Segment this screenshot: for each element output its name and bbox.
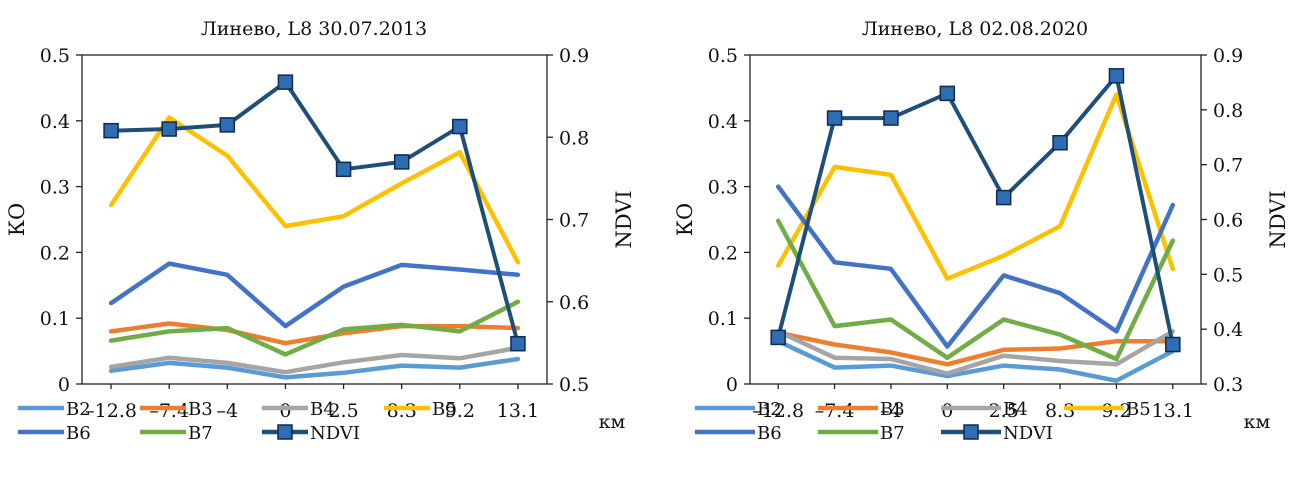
- series-marker-ndvi: [277, 74, 294, 90]
- series-marker-ndvi: [939, 85, 956, 102]
- legend-label-b3: B3: [880, 399, 905, 420]
- x-unit-label: км: [1244, 411, 1271, 433]
- x-tick-label: –7.4: [149, 400, 189, 422]
- y-tick-label: 0.5: [40, 45, 70, 67]
- y2-tick-label: 0.4: [1213, 319, 1243, 341]
- series-line-ndvi: [109, 80, 520, 346]
- y2-tick-label: 0.3: [1213, 374, 1243, 396]
- legend-label-b2: B2: [66, 399, 91, 420]
- chart-panel-2013: Линево, L8 30.07.2013 0 0.1 0.2 0.3 0.4 0.5 0.5…: [5, 18, 636, 444]
- series-marker-ndvi: [510, 335, 526, 352]
- x-tick-label: 13.1: [497, 400, 539, 422]
- series-line-b4: [775, 329, 1176, 376]
- series-marker-ndvi: [1052, 134, 1068, 151]
- y-tick-label: 0.1: [40, 308, 70, 330]
- series-line-b3: [775, 330, 1176, 367]
- legend-label-ndvi: NDVI: [310, 423, 360, 444]
- y2-axis-label: NDVI: [1266, 190, 1290, 248]
- y2-tick-label: 0.5: [1213, 264, 1243, 286]
- series-line-b4: [108, 345, 521, 375]
- series-marker-ndvi: [452, 118, 468, 135]
- x-tick-label: –4: [217, 400, 239, 422]
- y-tick-label: 0.4: [40, 111, 70, 133]
- legend-label-b6: B6: [757, 423, 782, 444]
- legend-label-b5: B5: [1126, 399, 1151, 420]
- series-marker-ndvi: [219, 117, 236, 133]
- series-marker-ndvi: [103, 122, 119, 139]
- x-tick-label: 13.1: [1152, 400, 1194, 422]
- legend-label-b7: B7: [188, 423, 213, 444]
- plot-frame: [749, 54, 1202, 385]
- series-marker-ndvi: [770, 329, 786, 346]
- legend-marker-ndvi: [963, 424, 979, 440]
- series-line-b5: [775, 92, 1176, 281]
- x-tick-label: 9.2: [1101, 400, 1131, 422]
- series-line-b7: [108, 299, 521, 357]
- series-marker-ndvi: [161, 121, 177, 137]
- y-tick-label: 0.2: [708, 242, 738, 264]
- legend-label-b7: B7: [880, 423, 905, 444]
- x-tick-label: 0: [279, 400, 291, 422]
- legend-label-b4: B4: [310, 399, 335, 420]
- series-marker-ndvi: [393, 154, 410, 170]
- y2-tick-label: 0.6: [1213, 210, 1243, 232]
- series-line-b3: [108, 321, 521, 346]
- y2-tick-label: 0.6: [559, 292, 589, 314]
- series-marker-ndvi: [335, 161, 352, 178]
- series-line-b5: [108, 115, 521, 265]
- y-tick-label: 0.2: [40, 242, 70, 264]
- chart-title: Линево, L8 30.07.2013: [201, 18, 427, 40]
- y-tick-label: 0.3: [708, 177, 738, 199]
- y2-tick-label: 0.9: [1213, 45, 1243, 67]
- legend-label-b2: B2: [757, 399, 782, 420]
- legend-marker-ndvi: [277, 424, 293, 440]
- series-marker-ndvi: [826, 110, 843, 126]
- legend-label-ndvi: NDVI: [1003, 423, 1053, 444]
- series-marker-ndvi: [883, 110, 899, 126]
- legend-label-b6: B6: [66, 423, 91, 444]
- series-marker-ndvi: [1165, 336, 1181, 353]
- legend-label-b4: B4: [1003, 399, 1028, 420]
- y-tick-label: 0.5: [708, 45, 738, 67]
- y-tick-label: 0: [726, 374, 738, 396]
- legend-label-b5: B5: [432, 399, 457, 420]
- y2-tick-label: 0.9: [559, 45, 589, 67]
- x-tick-label: 8.3: [387, 400, 417, 422]
- y-tick-label: 0.4: [708, 111, 738, 133]
- series-line-ndvi: [776, 73, 1175, 347]
- x-tick-label: –12.8: [752, 400, 804, 422]
- series-marker-ndvi: [995, 189, 1012, 206]
- x-tick-label: 2.5: [989, 400, 1019, 422]
- x-tick-label: 9.2: [445, 400, 475, 422]
- x-unit-label: км: [599, 411, 626, 433]
- x-tick-label: 0: [941, 400, 953, 422]
- y-axis-label: КО: [5, 203, 29, 236]
- series-line-b2: [775, 338, 1176, 383]
- y2-tick-label: 0.5: [559, 374, 589, 396]
- series-line-b6: [108, 261, 521, 329]
- y-tick-label: 0.3: [40, 177, 70, 199]
- y-tick-label: 0.1: [708, 308, 738, 330]
- chart-title: Линево, L8 02.08.2020: [862, 18, 1088, 40]
- y-tick-label: 0: [58, 374, 70, 396]
- series-line-b2: [108, 356, 521, 380]
- x-tick-label: –7.4: [815, 400, 855, 422]
- legend-label-b3: B3: [188, 399, 213, 420]
- y2-tick-label: 0.8: [1213, 100, 1243, 122]
- y2-axis-label: NDVI: [612, 190, 636, 248]
- y-axis-label: КО: [673, 203, 697, 236]
- series-line-b6: [775, 184, 1176, 349]
- y2-tick-label: 0.7: [559, 210, 589, 232]
- x-tick-label: 2.5: [328, 400, 358, 422]
- y2-tick-label: 0.7: [1213, 155, 1243, 177]
- x-tick-label: 8.3: [1045, 400, 1075, 422]
- y2-tick-label: 0.8: [559, 127, 589, 149]
- series-marker-ndvi: [1108, 68, 1125, 84]
- x-tick-label: –12.8: [85, 400, 137, 422]
- x-tick-label: –4: [880, 400, 902, 422]
- chart-panel-2020: Линево, L8 02.08.2020 0 0.1 0.2 0.3 0.4 0.5 0.3…: [673, 18, 1290, 444]
- series-line-b7: [775, 218, 1176, 362]
